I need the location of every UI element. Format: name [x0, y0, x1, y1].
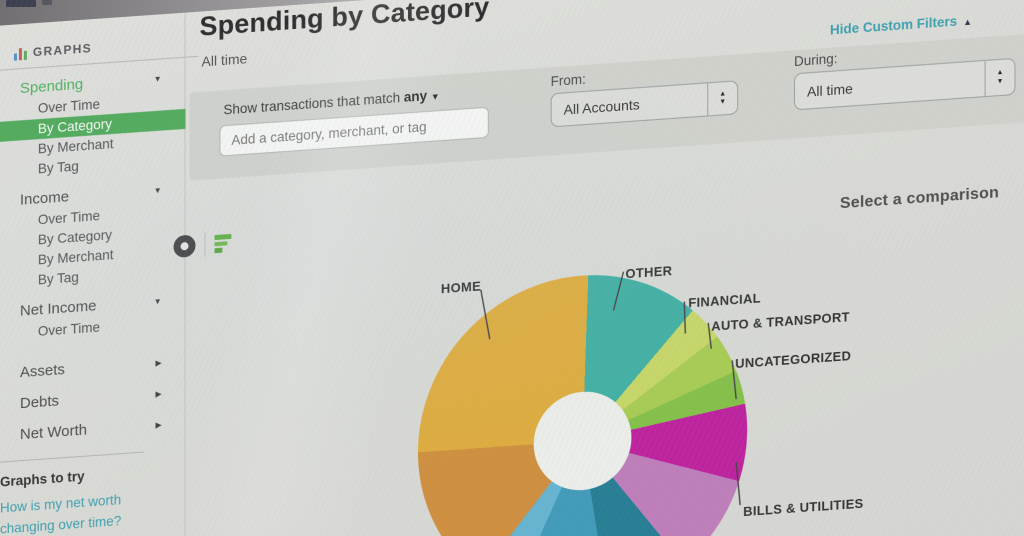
- spending-pie-chart: HOME OTHER FINANCIAL AUTO & TRANSPORT UNCATE…: [353, 189, 892, 536]
- match-type-dropdown[interactable]: any ▼: [403, 87, 440, 105]
- pie-label-auto-transport: AUTO & TRANSPORT: [711, 308, 850, 334]
- hide-custom-filters-label: Hide Custom Filters: [829, 13, 958, 38]
- filter-panel: Show transactions that match any ▼ From:…: [189, 34, 1024, 181]
- select-arrows-icon: ▲ ▼: [707, 81, 738, 116]
- during-select-value: All time: [807, 79, 853, 99]
- during-field: During: All time ▲ ▼: [794, 39, 1016, 111]
- pie-label-bills-utilities: BILLS & UTILITIES: [743, 495, 864, 519]
- caret-down-icon: ▼: [430, 91, 440, 102]
- pie-label-financial: FINANCIAL: [688, 290, 761, 311]
- pie-label-other: OTHER: [625, 263, 673, 282]
- accounts-select-value: All Accounts: [563, 96, 640, 118]
- photo-artifact: [6, 0, 36, 7]
- hide-custom-filters-link[interactable]: Hide Custom Filters ▲: [830, 13, 972, 38]
- pie-label-uncategorized: UNCATEGORIZED: [735, 347, 852, 372]
- page-subtitle: All time: [201, 50, 248, 70]
- donut-chart-icon: [173, 234, 196, 259]
- page-title: Spending by Category: [199, 0, 490, 42]
- pie-chart-toggle[interactable]: [173, 234, 196, 259]
- bar-chart-toggle[interactable]: [214, 234, 232, 253]
- from-field: From: All Accounts ▲ ▼: [550, 61, 739, 128]
- caret-up-icon: ▲: [963, 16, 973, 28]
- toggle-divider: [204, 232, 206, 257]
- chart-type-toggles: [173, 231, 232, 259]
- bar-chart-icon: [214, 234, 232, 253]
- photo-artifact: [42, 0, 52, 5]
- match-text: Show transactions that match: [223, 89, 401, 118]
- select-arrows-icon: ▲ ▼: [984, 58, 1015, 97]
- pie-label-home: HOME: [440, 278, 482, 297]
